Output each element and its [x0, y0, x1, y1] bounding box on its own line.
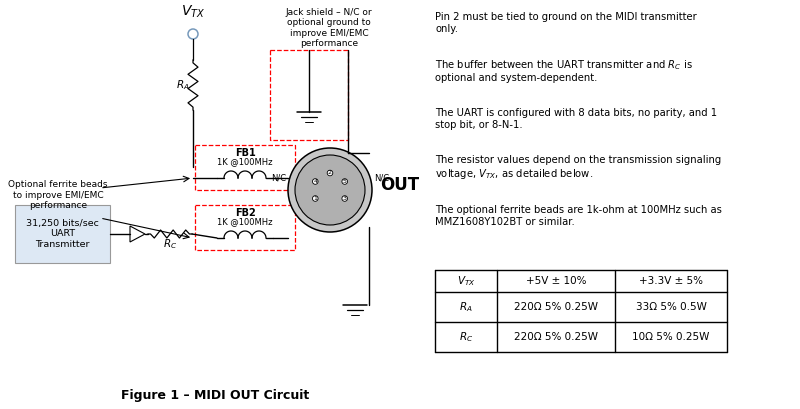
Circle shape	[313, 196, 318, 201]
Text: 33Ω 5% 0.5W: 33Ω 5% 0.5W	[635, 302, 706, 312]
Text: $V_{TX}$: $V_{TX}$	[181, 4, 205, 20]
Text: N/C: N/C	[374, 173, 389, 182]
Text: FB1: FB1	[234, 148, 255, 158]
Circle shape	[295, 155, 365, 225]
Text: 1K @100MHz: 1K @100MHz	[218, 218, 273, 227]
Text: Jack shield – N/C or
optional ground to
improve EMI/EMC
performance: Jack shield – N/C or optional ground to …	[286, 8, 372, 48]
Text: The UART is configured with 8 data bits, no parity, and 1
stop bit, or 8-N-1.: The UART is configured with 8 data bits,…	[435, 108, 717, 130]
Text: $R_C$: $R_C$	[459, 330, 473, 344]
Circle shape	[342, 196, 347, 201]
Circle shape	[327, 170, 333, 176]
Text: $R_A$: $R_A$	[176, 78, 190, 92]
Text: $R_C$: $R_C$	[163, 237, 177, 251]
Text: +5V ± 10%: +5V ± 10%	[526, 276, 586, 286]
Text: FB2: FB2	[234, 208, 255, 218]
Text: 31,250 bits/sec
UART
Transmitter: 31,250 bits/sec UART Transmitter	[26, 219, 99, 249]
FancyBboxPatch shape	[15, 205, 110, 263]
Text: $V_{TX}$: $V_{TX}$	[457, 274, 475, 288]
Text: The buffer between the UART transmitter and $R_C$ is
optional and system-depende: The buffer between the UART transmitter …	[435, 58, 693, 83]
Text: 220Ω 5% 0.25W: 220Ω 5% 0.25W	[514, 332, 598, 342]
Text: 1: 1	[314, 196, 318, 201]
Text: 3: 3	[342, 196, 346, 201]
Text: $R_A$: $R_A$	[459, 300, 473, 314]
Text: OUT: OUT	[380, 176, 419, 194]
Text: 4: 4	[314, 179, 318, 184]
Text: The resistor values depend on the transmission signaling
voltage, $V_{TX}$, as d: The resistor values depend on the transm…	[435, 155, 722, 181]
Text: 10Ω 5% 0.25W: 10Ω 5% 0.25W	[632, 332, 710, 342]
Text: 2: 2	[328, 171, 332, 175]
Text: Pin 2 must be tied to ground on the MIDI transmitter
only.: Pin 2 must be tied to ground on the MIDI…	[435, 12, 697, 34]
Circle shape	[342, 179, 347, 184]
Text: 1K @100MHz: 1K @100MHz	[218, 157, 273, 166]
Circle shape	[288, 148, 372, 232]
Text: Optional ferrite beads
to improve EMI/EMC
performance: Optional ferrite beads to improve EMI/EM…	[8, 180, 108, 210]
Text: Figure 1 – MIDI OUT Circuit: Figure 1 – MIDI OUT Circuit	[121, 389, 309, 402]
Circle shape	[313, 179, 318, 184]
Text: N/C: N/C	[271, 173, 286, 182]
Text: 5: 5	[342, 179, 346, 184]
Text: The optional ferrite beads are 1k-ohm at 100MHz such as
MMZ1608Y102BT or similar: The optional ferrite beads are 1k-ohm at…	[435, 205, 722, 227]
Text: 220Ω 5% 0.25W: 220Ω 5% 0.25W	[514, 302, 598, 312]
Text: +3.3V ± 5%: +3.3V ± 5%	[639, 276, 703, 286]
